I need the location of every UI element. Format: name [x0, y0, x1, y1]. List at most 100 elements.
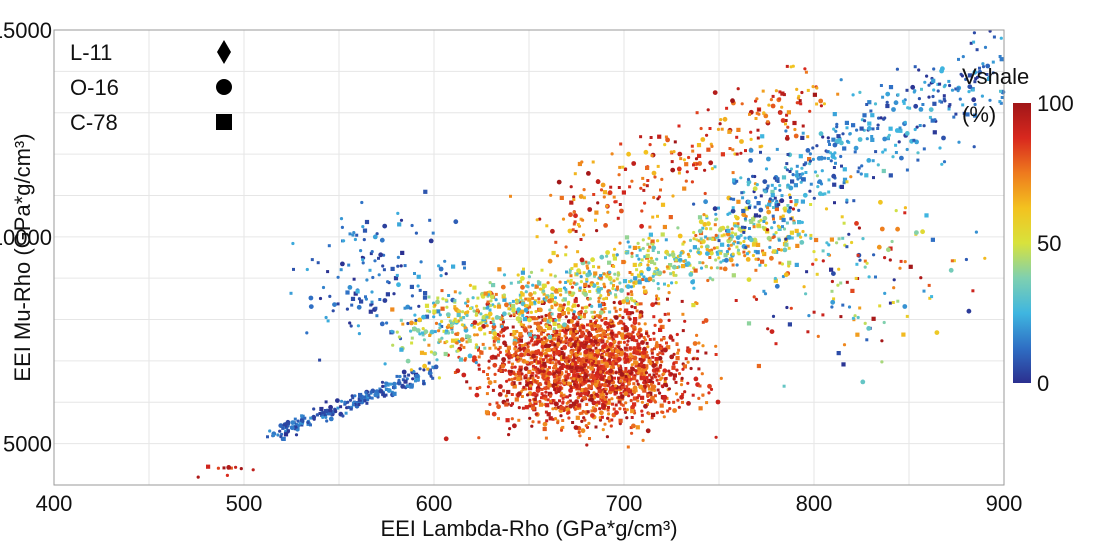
data-point: [763, 190, 767, 194]
data-point: [879, 84, 883, 87]
data-point: [952, 259, 956, 263]
data-point: [606, 328, 610, 332]
data-point: [637, 257, 641, 261]
data-point: [440, 336, 444, 340]
data-point: [595, 281, 600, 285]
data-point: [628, 346, 632, 350]
data-point: [856, 315, 860, 320]
data-point: [308, 295, 314, 301]
data-point: [558, 287, 563, 293]
data-point: [462, 345, 466, 349]
data-point: [482, 306, 486, 310]
data-point: [559, 195, 564, 200]
data-point: [584, 369, 588, 372]
data-point: [618, 407, 622, 411]
data-point: [542, 421, 548, 427]
data-point: [835, 125, 839, 129]
data-point: [602, 358, 606, 362]
data-point: [684, 357, 688, 361]
data-point: [834, 161, 837, 165]
data-point: [964, 77, 968, 81]
data-point: [576, 352, 580, 356]
data-point: [596, 287, 602, 293]
data-point: [573, 370, 577, 374]
data-point: [422, 295, 428, 300]
data-point: [597, 296, 601, 300]
data-point: [527, 370, 531, 374]
data-point: [977, 69, 983, 75]
data-point: [789, 306, 793, 310]
data-point: [630, 251, 634, 255]
data-point: [600, 369, 605, 374]
data-point: [543, 336, 547, 340]
data-point: [992, 35, 996, 39]
data-point: [836, 92, 840, 96]
data-point: [582, 416, 586, 420]
data-point: [666, 252, 670, 256]
data-point: [758, 263, 762, 267]
data-point: [505, 353, 509, 357]
data-point: [851, 316, 856, 320]
y-tick-labels: 50001000015000: [0, 18, 52, 457]
data-point: [488, 308, 492, 312]
data-point: [706, 221, 711, 227]
data-point: [975, 48, 979, 52]
data-point: [517, 418, 521, 422]
data-point: [508, 302, 512, 306]
data-point: [807, 314, 811, 318]
data-point: [578, 346, 582, 350]
data-point: [424, 314, 430, 319]
data-point: [664, 238, 668, 242]
data-point: [786, 153, 790, 156]
data-point: [554, 329, 559, 335]
data-point: [545, 419, 549, 423]
data-point: [784, 242, 789, 247]
data-point: [461, 372, 467, 378]
data-point: [318, 412, 322, 415]
data-point: [626, 377, 630, 381]
data-point: [588, 297, 592, 301]
data-point: [978, 66, 981, 70]
data-point: [666, 297, 669, 301]
data-point: [377, 256, 380, 260]
data-point: [494, 315, 500, 320]
data-point: [693, 376, 699, 382]
colorbar-gradient: [1013, 103, 1031, 383]
data-point: [633, 355, 637, 359]
data-point: [577, 369, 581, 373]
data-point: [600, 355, 604, 359]
data-point: [514, 397, 519, 402]
data-point: [613, 247, 617, 251]
data-point: [639, 186, 643, 190]
data-point: [668, 215, 673, 220]
data-point: [774, 89, 779, 93]
data-point: [364, 219, 370, 225]
data-point: [784, 122, 787, 126]
data-point: [614, 295, 618, 299]
data-point: [587, 351, 592, 356]
data-point: [899, 155, 904, 161]
data-point: [681, 312, 685, 316]
data-point: [339, 268, 343, 272]
data-point: [433, 303, 437, 307]
data-point: [561, 217, 566, 221]
data-point: [650, 395, 655, 401]
data-point: [553, 364, 557, 368]
data-point: [595, 329, 599, 334]
data-point: [785, 162, 789, 166]
data-point: [608, 376, 612, 381]
data-point: [610, 152, 614, 156]
data-point: [753, 249, 757, 253]
data-point: [654, 367, 660, 372]
data-point: [804, 292, 808, 296]
data-point: [777, 238, 781, 242]
data-point: [638, 248, 642, 252]
data-point: [703, 199, 708, 205]
data-point: [465, 304, 470, 308]
data-point: [751, 217, 756, 222]
data-point: [573, 425, 579, 430]
data-point: [686, 381, 690, 385]
data-point: [535, 334, 541, 340]
data-point: [549, 273, 553, 277]
data-point: [861, 237, 865, 241]
